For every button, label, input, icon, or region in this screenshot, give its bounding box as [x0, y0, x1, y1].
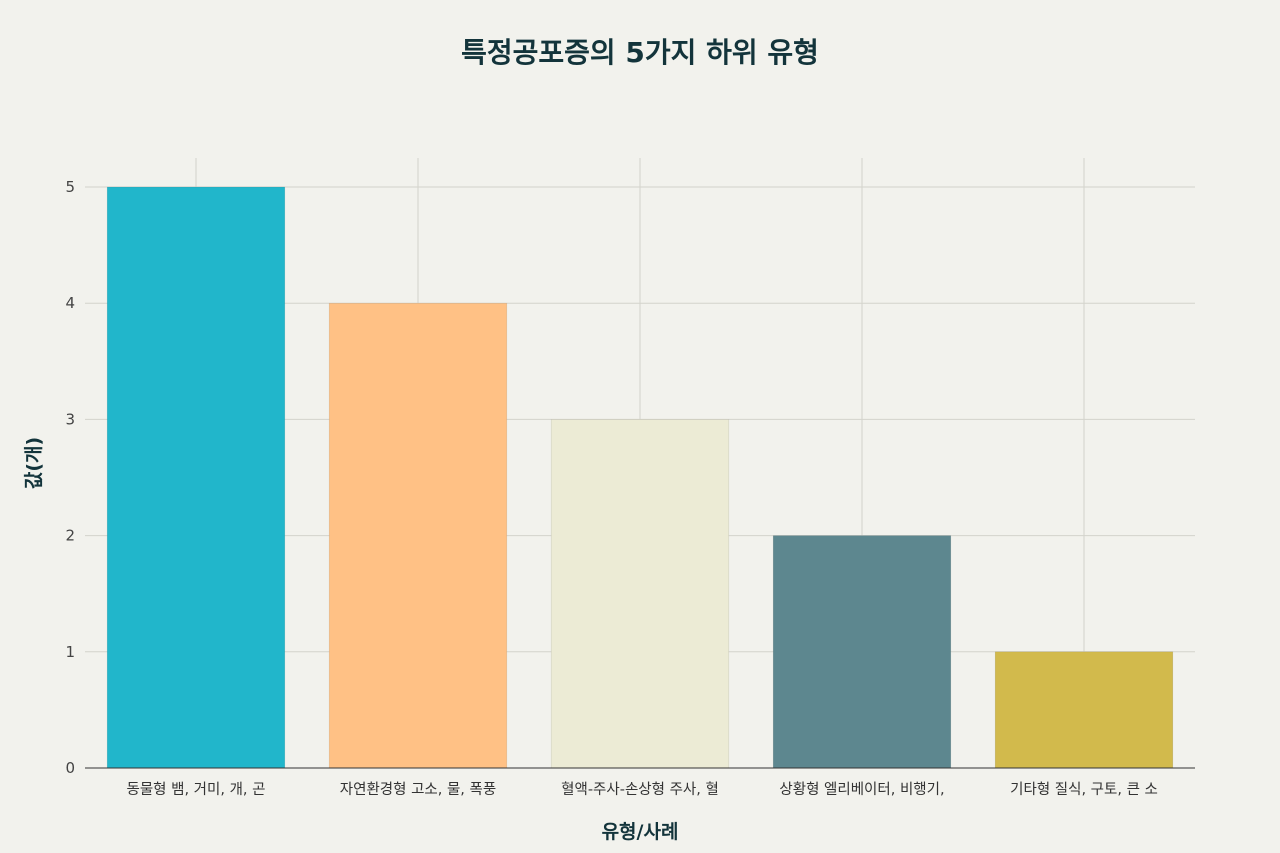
y-tick-label: 3 [65, 410, 75, 428]
y-tick-label: 1 [65, 643, 75, 661]
y-tick-label: 2 [65, 527, 75, 545]
y-axis-title: 값(개) [23, 437, 45, 489]
x-tick-label: 동물형 뱀, 거미, 개, 곤 [127, 781, 266, 798]
y-tick-labels: 0 1 2 3 4 5 [65, 178, 75, 777]
x-tick-label: 상황형 엘리베이터, 비행기, [779, 781, 944, 798]
bar [328, 302, 508, 769]
x-axis-title: 유형/사례 [602, 821, 679, 843]
bar [772, 535, 952, 769]
x-tick-label: 기타형 질식, 구토, 큰 소 [1010, 781, 1158, 798]
chart-title: 특정공포증의 5가지 하위 유형 [461, 36, 819, 69]
y-tick-label: 5 [65, 178, 75, 196]
bar [550, 419, 730, 769]
bar [994, 651, 1174, 769]
bar [106, 186, 286, 769]
x-tick-label: 혈액-주사-손상형 주사, 혈 [561, 781, 719, 798]
y-tick-label: 0 [65, 759, 75, 777]
y-tick-label: 4 [65, 294, 75, 312]
x-tick-label: 자연환경형 고소, 물, 폭풍 [340, 781, 496, 798]
x-tick-labels: 동물형 뱀, 거미, 개, 곤 자연환경형 고소, 물, 폭풍 혈액-주사-손상형 … [127, 781, 1158, 798]
